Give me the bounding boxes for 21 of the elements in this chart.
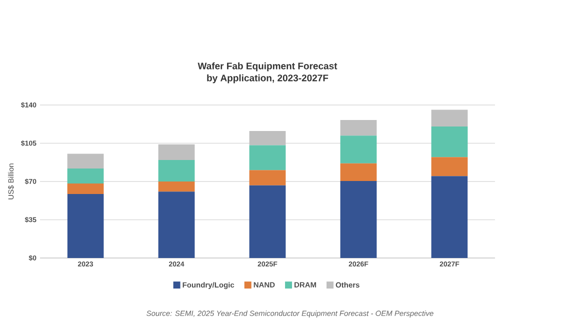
bar [249, 170, 286, 186]
bar [340, 136, 377, 164]
bar [431, 176, 468, 258]
bar [158, 181, 195, 192]
bar [431, 110, 468, 127]
bar [67, 154, 104, 168]
bar [67, 194, 104, 258]
bar [67, 183, 104, 194]
bar [431, 157, 468, 176]
bar [340, 163, 377, 181]
bar [158, 144, 195, 160]
bar [67, 168, 104, 184]
chart-title: Wafer Fab Equipment Forecast by Application, 2023-2027F [198, 62, 338, 84]
bar [340, 120, 377, 136]
bar [431, 126, 468, 158]
bar [158, 160, 195, 182]
bar [249, 145, 286, 170]
bar [249, 131, 286, 146]
bar [158, 192, 195, 258]
bar [249, 185, 286, 258]
bar [340, 180, 377, 258]
